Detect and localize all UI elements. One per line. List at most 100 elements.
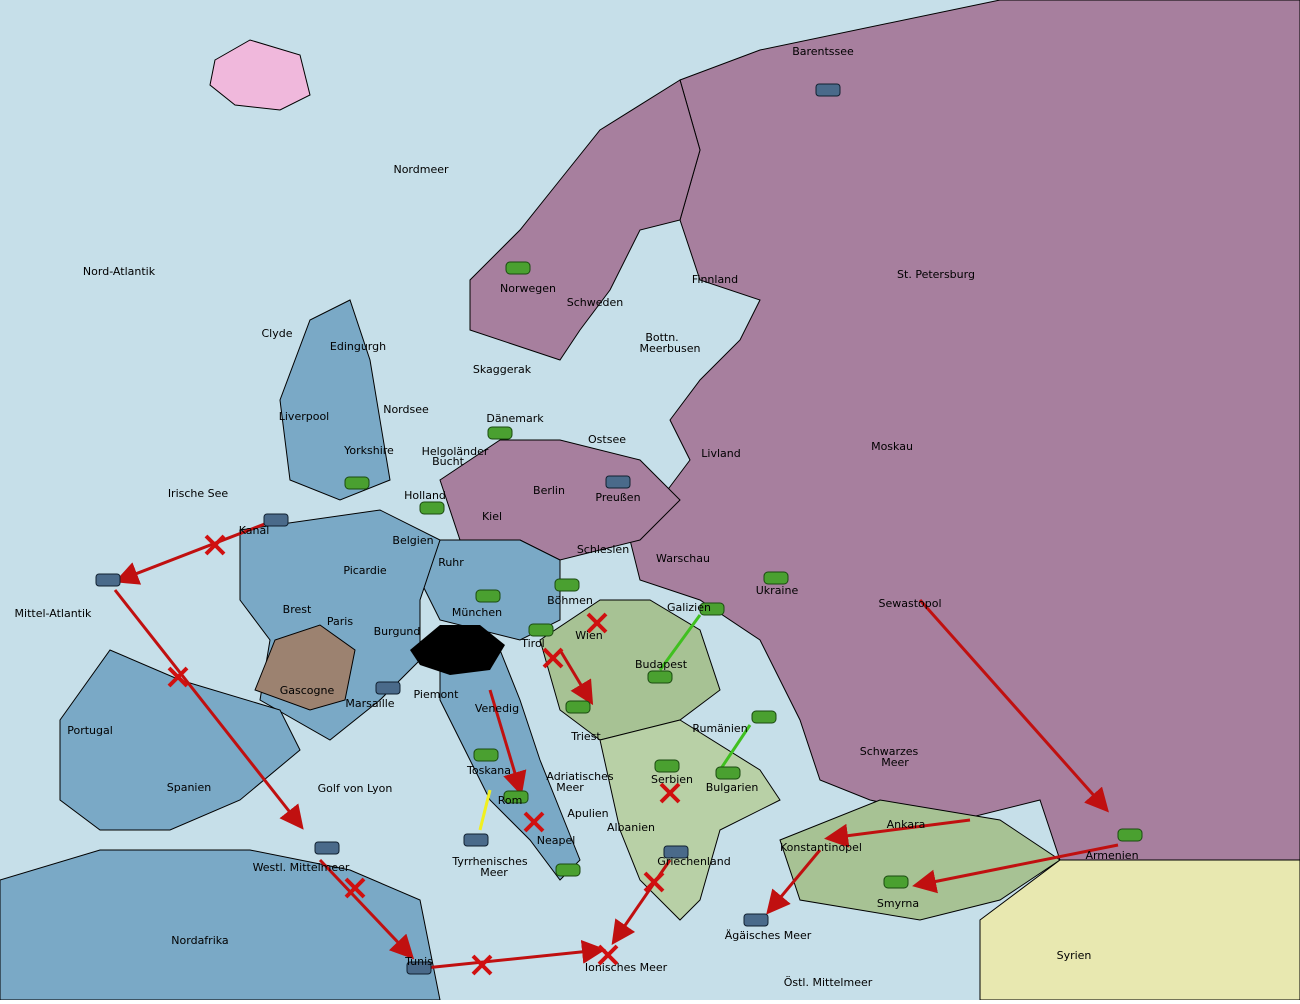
switzerland xyxy=(410,625,505,675)
x-mark xyxy=(344,877,366,899)
region-label: Brest xyxy=(283,603,312,616)
x-mark xyxy=(659,782,681,804)
region-label: Ukraine xyxy=(756,584,799,597)
region-label: Serbien xyxy=(651,773,693,786)
region-label: Ankara xyxy=(887,818,926,831)
region-label: Edingurgh xyxy=(330,340,386,353)
order-arrow xyxy=(114,518,276,585)
region-label: Tyrrhenisches xyxy=(451,855,527,868)
region-label: Ionisches Meer xyxy=(585,961,668,974)
region-label: Bulgarien xyxy=(706,781,759,794)
x-mark xyxy=(167,666,189,688)
region-label: Rom xyxy=(498,794,523,807)
fleet-unit xyxy=(663,845,689,859)
region-label: Apulien xyxy=(567,807,608,820)
army-unit xyxy=(473,748,499,762)
region-label: Östl. Mittelmeer xyxy=(784,976,873,989)
army-unit xyxy=(555,863,581,877)
region-label: Rumänien xyxy=(692,722,747,735)
region-label: Gascogne xyxy=(280,684,335,697)
order-arrow xyxy=(558,649,594,706)
region-label: Meer xyxy=(480,866,508,879)
region-label: Picardie xyxy=(343,564,387,577)
turkey xyxy=(779,799,1061,921)
region-label: Nordafrika xyxy=(171,934,228,947)
region-label: Ostsee xyxy=(588,433,626,446)
order-arrow xyxy=(424,939,606,970)
region-label: Schweden xyxy=(567,296,624,309)
russia xyxy=(629,0,1300,861)
region-label: Nordmeer xyxy=(393,163,449,176)
region-label: Sewastopol xyxy=(878,597,941,610)
region-label: Berlin xyxy=(533,484,565,497)
region-label: Budapest xyxy=(635,658,688,671)
iberia xyxy=(59,649,301,831)
region-label: Schlesien xyxy=(577,543,629,556)
army-unit xyxy=(528,623,554,637)
region-label: Irische See xyxy=(168,487,229,500)
region-label: Warschau xyxy=(656,552,710,565)
army-unit xyxy=(699,602,725,616)
region-label: Barentssee xyxy=(792,45,854,58)
region-label: Albanien xyxy=(607,821,655,834)
iceland xyxy=(209,39,311,111)
region-label: Toskana xyxy=(466,764,511,777)
army-unit xyxy=(503,790,529,804)
region-label: Kiel xyxy=(482,510,502,523)
region-label: Meer xyxy=(556,781,584,794)
region-label: Finnland xyxy=(692,273,738,286)
region-label: St. Petersburg xyxy=(897,268,975,281)
fleet-unit xyxy=(605,475,631,489)
region-label: Westl. Mittelmeer xyxy=(253,861,350,874)
region-label: Yorkshire xyxy=(343,444,394,457)
fleet-unit xyxy=(743,913,769,927)
order-arrow xyxy=(488,689,527,796)
order-arrow xyxy=(318,858,415,960)
region-label: Schwarzes xyxy=(860,745,919,758)
fleet-unit xyxy=(95,573,121,587)
region-label: Portugal xyxy=(67,724,113,737)
region-label: Bottn. xyxy=(645,331,678,344)
region-label: Spanien xyxy=(167,781,212,794)
support-line xyxy=(658,614,702,671)
region-label: Moskau xyxy=(871,440,913,453)
x-mark xyxy=(471,954,493,976)
region-label: Wien xyxy=(575,629,602,642)
region-label: Piemont xyxy=(414,688,460,701)
fleet-unit xyxy=(406,961,432,975)
army-unit xyxy=(554,578,580,592)
fleet-unit xyxy=(375,681,401,695)
army-unit xyxy=(883,875,909,889)
region-label: Triest xyxy=(570,730,601,743)
region-label: Liverpool xyxy=(279,410,329,423)
fleet-unit xyxy=(815,83,841,97)
region-label: Armenien xyxy=(1085,849,1138,862)
region-label: Smyrna xyxy=(877,897,919,910)
syria xyxy=(979,859,1300,1001)
region-label: Bucht xyxy=(432,455,465,468)
region-label: Konstantinopel xyxy=(780,841,862,854)
region-label: Norwegen xyxy=(500,282,556,295)
region-label: Meerbusen xyxy=(640,342,701,355)
order-arrow xyxy=(824,818,971,848)
x-mark xyxy=(204,534,226,556)
britain xyxy=(279,299,391,501)
labels: Barentssee Nordmeer Nord-Atlantik St. Peter… xyxy=(15,45,1139,989)
region-label: Ägäisches Meer xyxy=(725,929,812,942)
fleet-unit xyxy=(314,841,340,855)
orders xyxy=(113,518,1119,970)
region-label: Nord-Atlantik xyxy=(83,265,156,278)
failed-orders xyxy=(167,534,681,976)
region-label: Helgoländer xyxy=(422,445,489,458)
army-unit xyxy=(1117,828,1143,842)
x-mark xyxy=(586,612,608,634)
army-unit xyxy=(565,700,591,714)
region-label: Paris xyxy=(327,615,353,628)
region-label: Griechenland xyxy=(657,855,730,868)
region-label: Marsaille xyxy=(345,697,394,710)
order-arrow xyxy=(113,589,304,830)
region-label: Tirol xyxy=(520,637,545,650)
units xyxy=(95,83,1143,975)
region-label: Mittel-Atlantik xyxy=(15,607,93,620)
